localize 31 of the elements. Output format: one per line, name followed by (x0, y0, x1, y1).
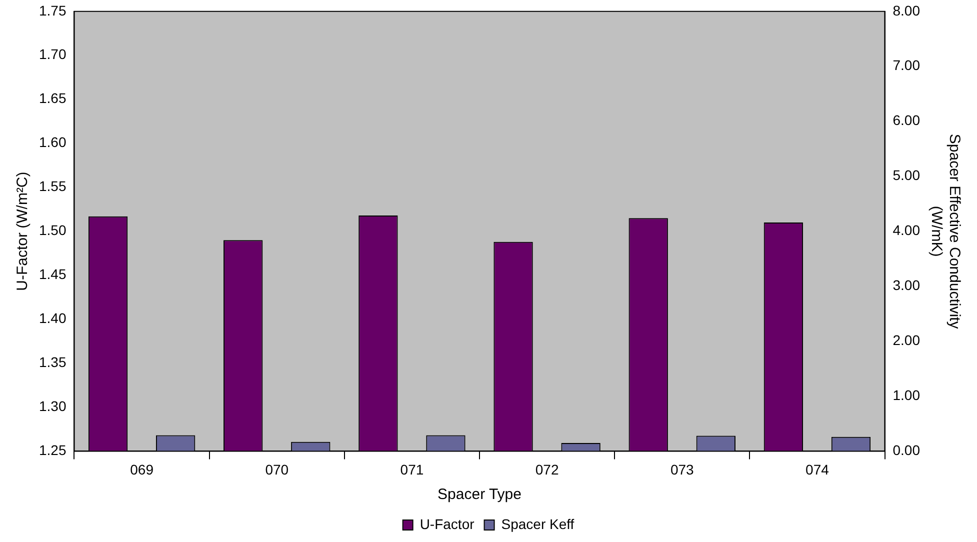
x-tick-label: 069 (130, 461, 154, 478)
x-tick-label: 074 (806, 461, 830, 478)
y-tick-label: 1.45 (39, 266, 66, 282)
x-tick-label: 071 (400, 461, 424, 478)
y2-tick-label: 5.00 (892, 167, 920, 184)
x-tick-label: 073 (670, 461, 694, 478)
x-axis-title: Spacer Type (438, 486, 522, 504)
y-tick-label: 1.60 (39, 134, 66, 150)
y-tick-label: 1.40 (39, 310, 66, 326)
y-tick-label: 1.75 (39, 2, 66, 18)
y2-tick-label: 8.00 (892, 2, 920, 18)
y-tick-label: 1.35 (39, 354, 66, 370)
y2-axis-title: Spacer Effective Conductivity (W/mK) (928, 134, 963, 330)
y2-tick-label: 4.00 (892, 222, 920, 238)
y2-tick-label: 0.00 (892, 442, 920, 458)
legend-label: U-Factor (420, 516, 475, 532)
y2-tick-label: 3.00 (892, 277, 920, 294)
y-tick-label: 1.50 (39, 222, 66, 238)
x-tick-label: 072 (535, 461, 559, 478)
y2-tick-label: 6.00 (892, 112, 920, 128)
y-tick-label: 1.25 (39, 442, 66, 458)
y-tick-label: 1.30 (39, 398, 66, 414)
y2-tick-label: 7.00 (892, 57, 920, 74)
legend-label: Spacer Keff (501, 516, 574, 532)
y2-tick-label: 2.00 (892, 332, 920, 348)
y-axis-title: U-Factor (W/m²C) (14, 172, 32, 291)
y-tick-label: 1.55 (39, 178, 66, 194)
y-tick-label: 1.65 (39, 90, 66, 106)
y2-tick-label: 1.00 (892, 387, 920, 404)
y-tick-label: 1.70 (39, 46, 66, 62)
x-tick-label: 070 (265, 461, 289, 478)
